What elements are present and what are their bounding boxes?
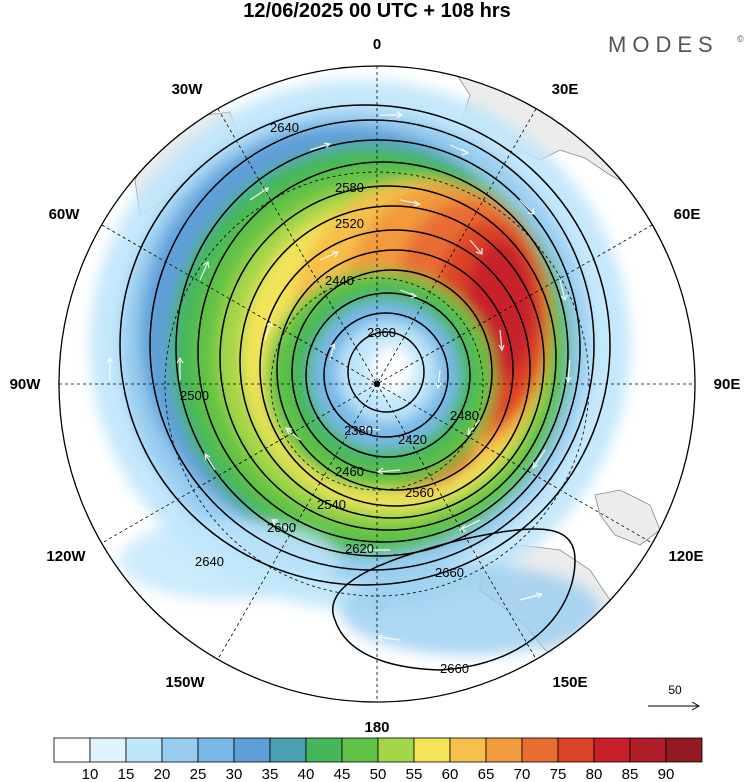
brand-name: MODES xyxy=(608,32,719,57)
contour-label: 2640 xyxy=(195,554,224,569)
colorbar-swatch xyxy=(233,737,271,763)
colorbar-tick-label: 85 xyxy=(622,766,639,782)
colorbar-tick-label: 50 xyxy=(370,766,387,782)
colorbar-swatch xyxy=(53,737,91,763)
map-boundary xyxy=(58,65,696,703)
colorbar: 10 15 20 25 30 35 40 45 50 55 60 65 70 75 80 85 90 xyxy=(53,737,703,782)
contour-label: 2640 xyxy=(270,120,299,135)
contour-label: 2380 xyxy=(344,423,373,438)
lon-label: 150E xyxy=(552,674,587,691)
colorbar-tick-label: 10 xyxy=(82,766,99,782)
contour-label: 2440 xyxy=(325,273,354,288)
wind-vectors xyxy=(106,111,642,642)
colorbar-swatch xyxy=(557,737,595,763)
colorbar-swatch xyxy=(269,737,307,763)
colorbar-tick-label: 35 xyxy=(262,766,279,782)
lon-label: 60W xyxy=(49,206,81,223)
contour-label: 2660 xyxy=(440,661,469,676)
lon-label: 90W xyxy=(10,376,42,393)
lon-label: 90E xyxy=(714,376,741,393)
colorbar-swatch xyxy=(197,737,235,763)
brand-mark: © xyxy=(737,34,744,44)
lon-label: 150W xyxy=(165,674,205,691)
colorbar-tick-label: 90 xyxy=(658,766,675,782)
contour-labels: 2360 2380 2420 2440 2460 2480 2500 2520 … xyxy=(180,120,479,676)
map-disk xyxy=(59,66,695,702)
colorbar-swatch xyxy=(305,737,343,763)
colorbar-tick-label: 20 xyxy=(154,766,171,782)
contour-label: 2480 xyxy=(450,408,479,423)
colorbar-swatch xyxy=(593,737,631,763)
colorbar-swatch xyxy=(161,737,199,763)
colorbar-tick-label: 55 xyxy=(406,766,423,782)
wind-speed-shading xyxy=(90,80,630,655)
colorbar-swatch xyxy=(665,737,703,763)
colorbar-swatch xyxy=(629,737,667,763)
lon-label: 30W xyxy=(172,81,204,98)
lon-label: 60E xyxy=(674,206,701,223)
contour-label: 2520 xyxy=(335,216,364,231)
contour-label: 2500 xyxy=(180,388,209,403)
lon-label: 30E xyxy=(552,81,579,98)
colorbar-tick-label: 65 xyxy=(478,766,495,782)
contour-label: 2420 xyxy=(398,432,427,447)
contour-label: 2540 xyxy=(317,497,346,512)
colorbar-swatch xyxy=(521,737,559,763)
colorbar-swatch xyxy=(341,737,379,763)
contour-label: 2360 xyxy=(367,325,396,340)
colorbar-tick-label: 75 xyxy=(550,766,567,782)
contour-label: 2580 xyxy=(335,180,364,195)
modes-logo: MODES © xyxy=(608,32,744,57)
colorbar-tick-label: 70 xyxy=(514,766,531,782)
colorbar-tick-label: 15 xyxy=(118,766,135,782)
colorbar-swatch xyxy=(413,737,451,763)
contour-label: 2460 xyxy=(335,464,364,479)
colorbar-tick-label: 40 xyxy=(298,766,315,782)
colorbar-tick-label: 30 xyxy=(226,766,243,782)
lon-label: 120E xyxy=(668,548,703,565)
height-contours xyxy=(119,104,611,671)
colorbar-tick-label: 80 xyxy=(586,766,603,782)
colorbar-swatch xyxy=(377,737,415,763)
contour-label: 2600 xyxy=(267,520,296,535)
pole-marker xyxy=(374,381,380,387)
colorbar-swatch xyxy=(449,737,487,763)
lon-label: 0 xyxy=(373,36,381,53)
lon-label: 120W xyxy=(46,548,86,565)
longitude-labels: 0 30E 60E 90E 120E 150E 180 150W 120W 90… xyxy=(10,36,741,736)
wind-reference-vector: 50 xyxy=(648,683,701,711)
lon-label: 180 xyxy=(364,719,389,736)
colorbar-swatch xyxy=(125,737,163,763)
colorbar-swatch xyxy=(485,737,523,763)
contour-label: 2660 xyxy=(435,565,464,580)
reference-value: 50 xyxy=(668,683,682,697)
map-title: 12/06/2025 00 UTC + 108 hrs xyxy=(243,0,510,22)
contour-label: 2560 xyxy=(405,485,434,500)
colorbar-tick-label: 60 xyxy=(442,766,459,782)
colorbar-tick-label: 25 xyxy=(190,766,207,782)
contour-label: 2620 xyxy=(345,541,374,556)
colorbar-tick-label: 45 xyxy=(334,766,351,782)
colorbar-swatch xyxy=(89,737,127,763)
